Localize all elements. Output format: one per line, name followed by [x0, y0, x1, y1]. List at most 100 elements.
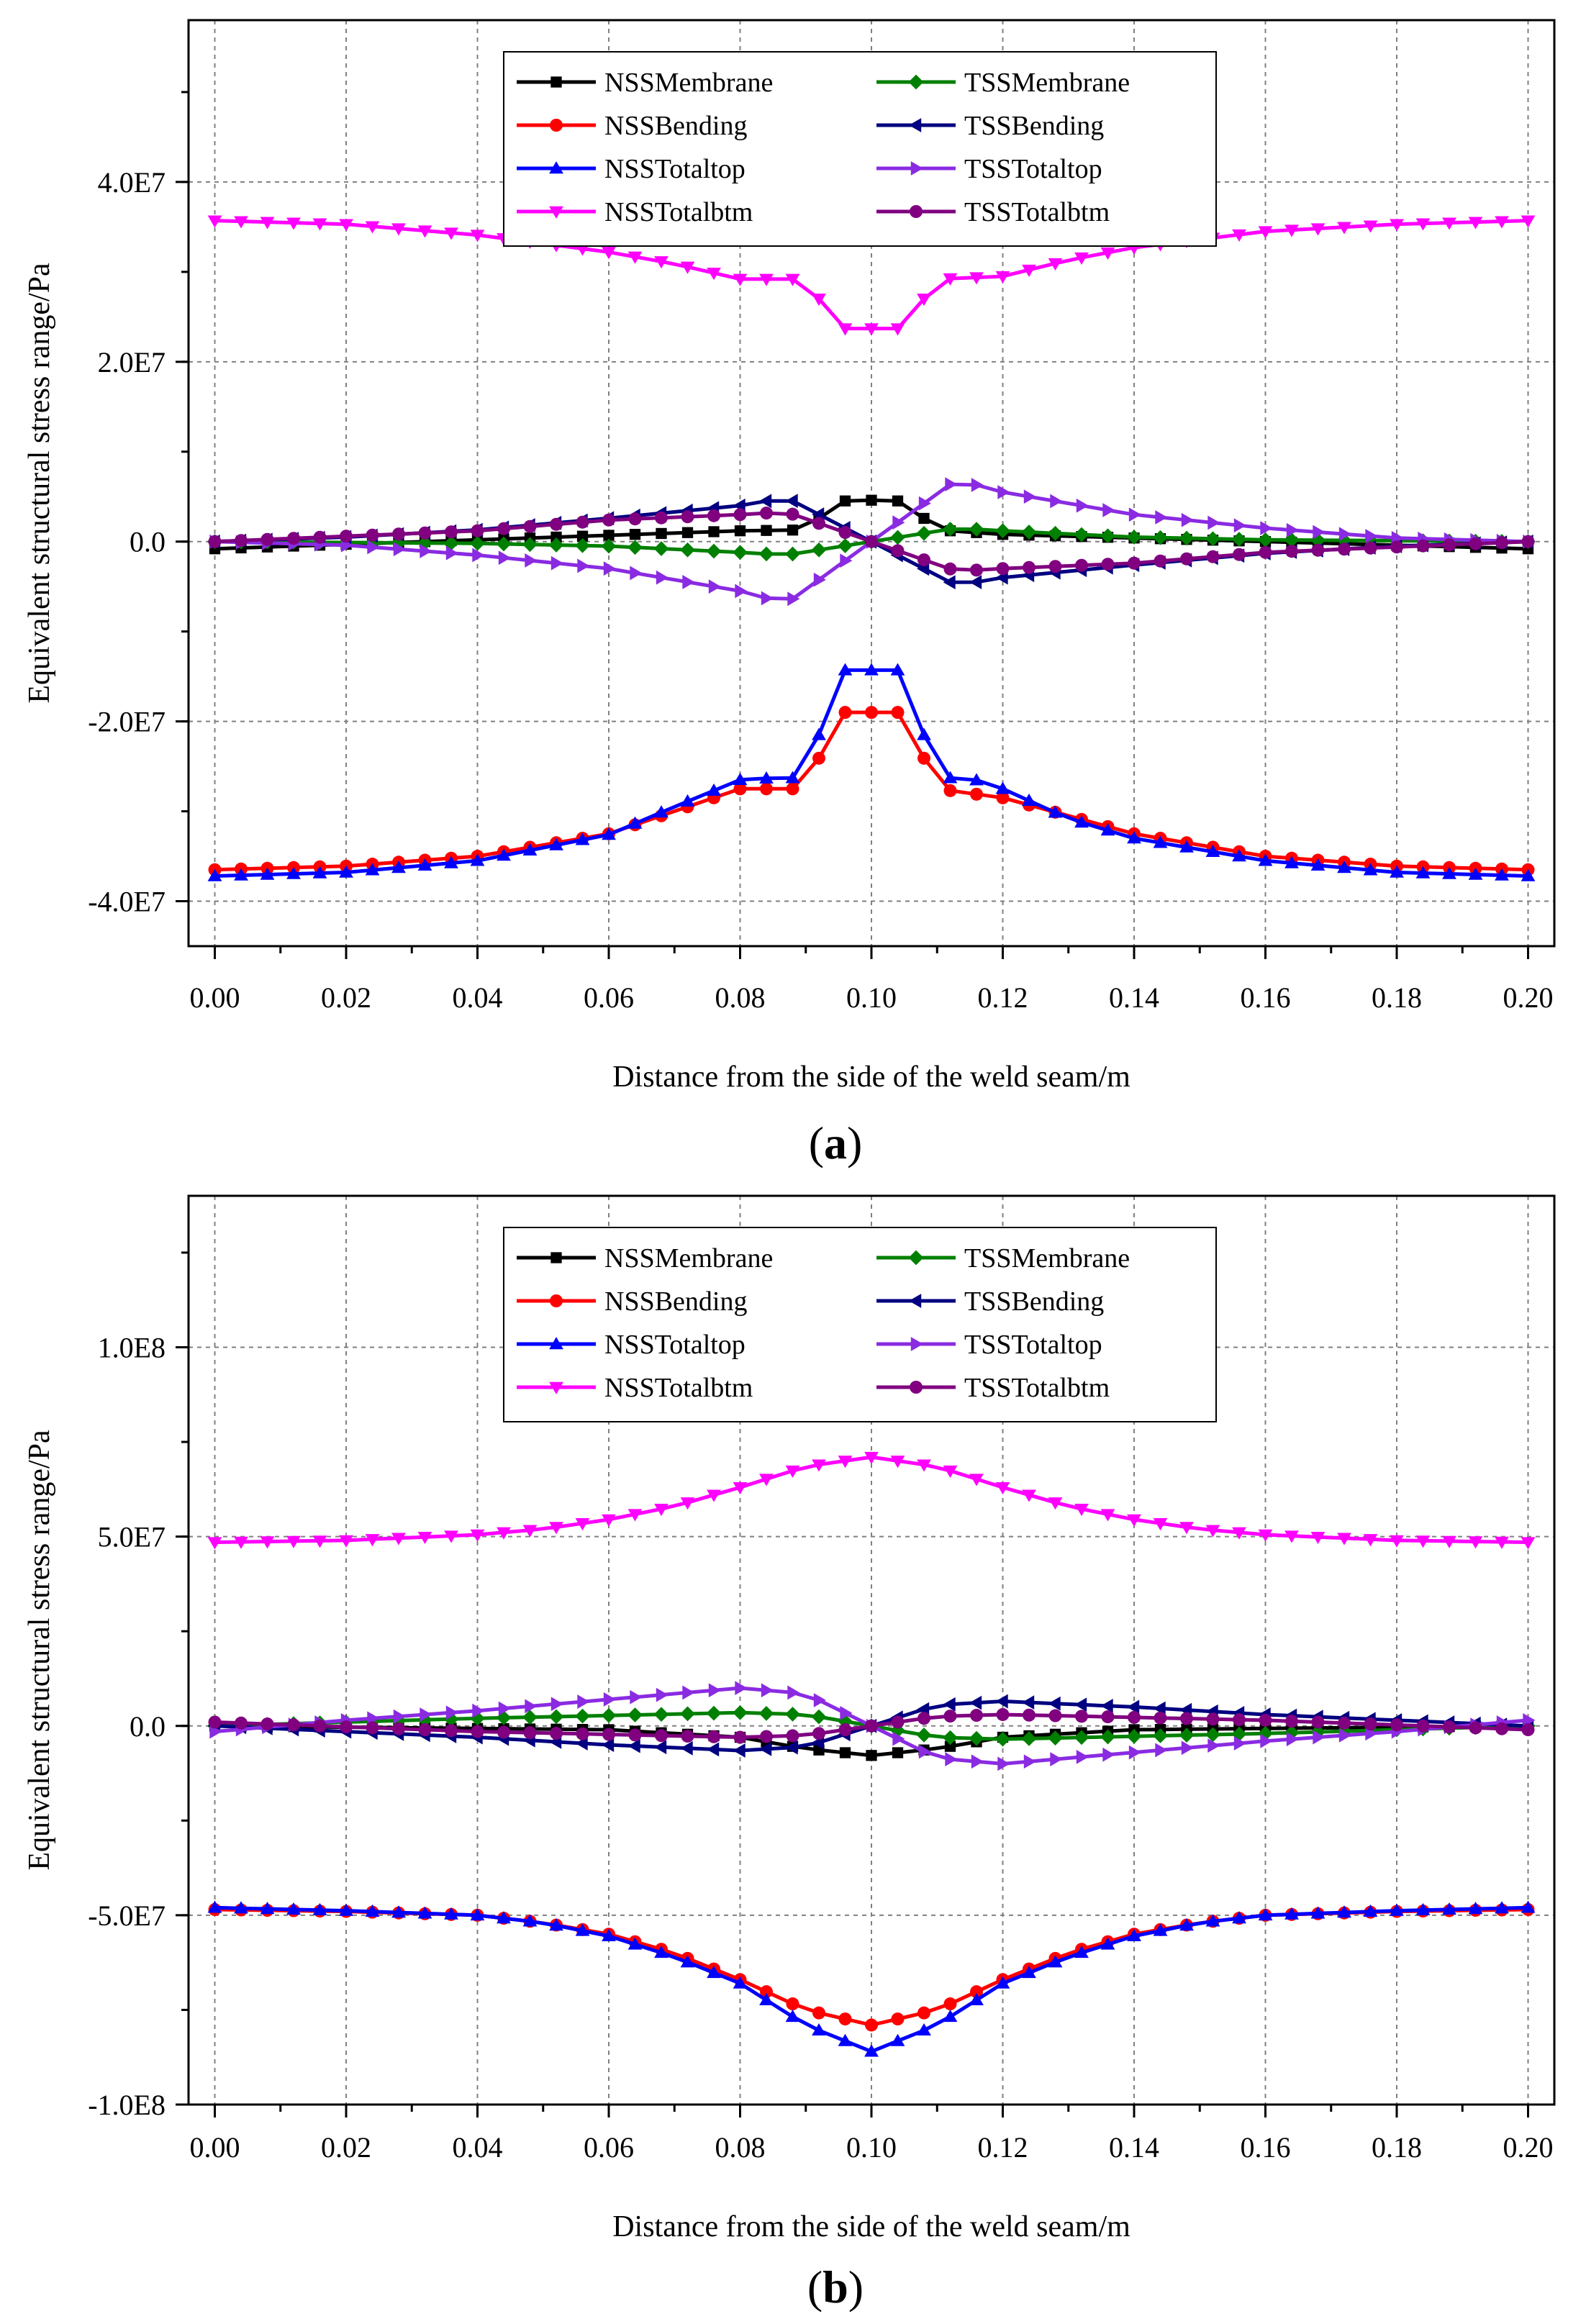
data-point-TSSTotalbtm [392, 527, 405, 541]
data-point-NSSMembrane [839, 495, 851, 507]
data-point-TSSTotalbtm [681, 510, 694, 524]
data-point-NSSTotalbtm [1442, 1535, 1456, 1548]
data-point-TSSTotalbtm [1338, 1716, 1351, 1730]
data-point-NSSMembrane [708, 526, 720, 537]
x-tick-label: 0.06 [584, 981, 634, 1014]
data-point-TSSTotaltop [420, 544, 432, 558]
data-point-TSSTotaltop [997, 485, 1010, 499]
data-point-NSSTotaltop [339, 1903, 353, 1916]
data-point-TSSTotalbtm [1311, 543, 1325, 557]
data-point-TSSMembrane [969, 522, 984, 537]
data-point-NSSMembrane [576, 530, 589, 542]
data-point-NSSTotaltop [995, 781, 1010, 794]
data-point-TSSMembrane [470, 535, 485, 551]
data-point-NSSBending [786, 782, 799, 796]
data-point-TSSTotaltop [1233, 518, 1246, 533]
data-point-NSSTotaltop [943, 2010, 958, 2023]
data-point-TSSMembrane [943, 522, 958, 537]
data-point-NSSTotalbtm [995, 271, 1010, 284]
data-point-TSSMembrane [1310, 1724, 1326, 1740]
data-point-NSSTotalbtm [1048, 1497, 1063, 1510]
data-point-NSSTotalbtm [417, 225, 432, 238]
data-point-NSSTotaltop [1415, 1902, 1431, 1915]
data-point-TSSTotaltop [1338, 527, 1351, 542]
legend-item-TSSBending: TSSBending [876, 1286, 1104, 1317]
data-point-TSSTotaltop [498, 550, 511, 566]
legend-marker [910, 205, 923, 218]
legend-label: NSSBending [604, 1286, 747, 1317]
data-point-NSSTotaltop [1232, 849, 1246, 862]
legend-item-TSSTotalbtm: TSSTotalbtm [876, 1373, 1110, 1403]
data-point-TSSMembrane [653, 541, 669, 556]
legend-marker [549, 161, 563, 174]
data-point-TSSMembrane [522, 537, 538, 553]
data-point-TSSTotaltop [682, 1685, 695, 1700]
legend-label: NSSMembrane [604, 68, 773, 98]
data-point-TSSTotalbtm [1364, 1717, 1377, 1731]
data-point-TSSTotaltop [577, 558, 590, 573]
data-point-TSSTotalbtm [812, 517, 825, 530]
data-point-TSSTotaltop [918, 1744, 931, 1759]
data-point-NSSTotalbtm [1022, 1489, 1036, 1502]
series-TSSTotalbtm [208, 1707, 1535, 1744]
data-point-TSSTotaltop [1102, 503, 1115, 517]
data-point-NSSTotaltop [365, 1904, 380, 1917]
data-point-TSSTotalbtm [497, 522, 510, 535]
data-point-NSSBending [760, 1985, 773, 1999]
data-point-NSSTotalbtm [943, 273, 958, 286]
data-point-TSSTotaltop [1181, 1740, 1194, 1756]
data-point-TSSTotalbtm [1338, 543, 1351, 556]
data-point-TSSMembrane [995, 1731, 1010, 1747]
data-point-NSSTotalbtm [864, 323, 879, 336]
data-point-TSSTotalbtm [1101, 1710, 1115, 1724]
data-point-NSSTotalbtm [1074, 1504, 1089, 1517]
data-point-NSSBending [865, 2018, 878, 2032]
legend-marker [550, 1252, 562, 1263]
data-point-TSSBending [943, 1697, 956, 1712]
data-point-TSSTotalbtm [760, 507, 773, 520]
data-point-NSSTotaltop [1284, 855, 1299, 868]
data-point-TSSTotalbtm [1128, 556, 1141, 570]
data-point-NSSTotaltop [286, 1902, 301, 1915]
data-point-NSSBending [786, 1997, 799, 2011]
data-point-NSSTotaltop [707, 1965, 721, 1979]
data-point-NSSTotalbtm [286, 1535, 301, 1548]
data-point-TSSTotaltop [630, 1689, 643, 1705]
data-point-TSSTotaltop [1076, 498, 1089, 513]
data-point-TSSTotaltop [708, 579, 721, 594]
legend-label: NSSTotalbtm [604, 197, 753, 227]
data-point-NSSTotaltop [260, 867, 275, 880]
data-point-TSSTotaltop [892, 1731, 905, 1746]
data-point-TSSMembrane [1100, 528, 1115, 544]
data-point-NSSBending [838, 2012, 852, 2026]
data-point-NSSTotalbtm [1415, 1535, 1431, 1548]
data-point-NSSTotalbtm [1390, 1535, 1404, 1548]
legend-item-NSSTotaltop: NSSTotaltop [517, 154, 746, 184]
data-point-TSSBending [969, 1695, 982, 1710]
data-point-NSSTotalbtm [969, 272, 984, 285]
data-point-TSSTotalbtm [1180, 552, 1193, 566]
data-point-NSSBending [891, 706, 905, 720]
data-point-TSSTotaltop [918, 496, 931, 511]
data-point-TSSMembrane [680, 1706, 695, 1722]
data-point-NSSTotaltop [444, 855, 458, 868]
data-point-TSSMembrane [733, 545, 748, 560]
legend-item-NSSMembrane: NSSMembrane [517, 1243, 773, 1274]
data-point-NSSBending [943, 1997, 957, 2011]
data-point-NSSTotaltop [1495, 868, 1509, 881]
data-point-NSSTotalbtm [1310, 223, 1326, 236]
data-point-TSSTotalbtm [287, 1718, 300, 1732]
y-tick-label: 0.0 [130, 526, 166, 558]
data-point-TSSTotalbtm [497, 1725, 510, 1739]
data-point-TSSTotalbtm [340, 1720, 353, 1734]
legend-label: TSSMembrane [964, 68, 1130, 98]
data-point-NSSTotaltop [654, 1946, 669, 1958]
data-point-NSSBending [760, 782, 773, 796]
data-point-TSSTotalbtm [1364, 541, 1377, 555]
legend-box [503, 1227, 1217, 1422]
data-point-NSSTotaltop [969, 773, 984, 786]
data-point-NSSTotalbtm [1100, 1509, 1115, 1522]
data-point-NSSMembrane [761, 525, 772, 536]
data-point-NSSTotalbtm [1468, 217, 1483, 230]
data-point-TSSMembrane [916, 525, 932, 541]
